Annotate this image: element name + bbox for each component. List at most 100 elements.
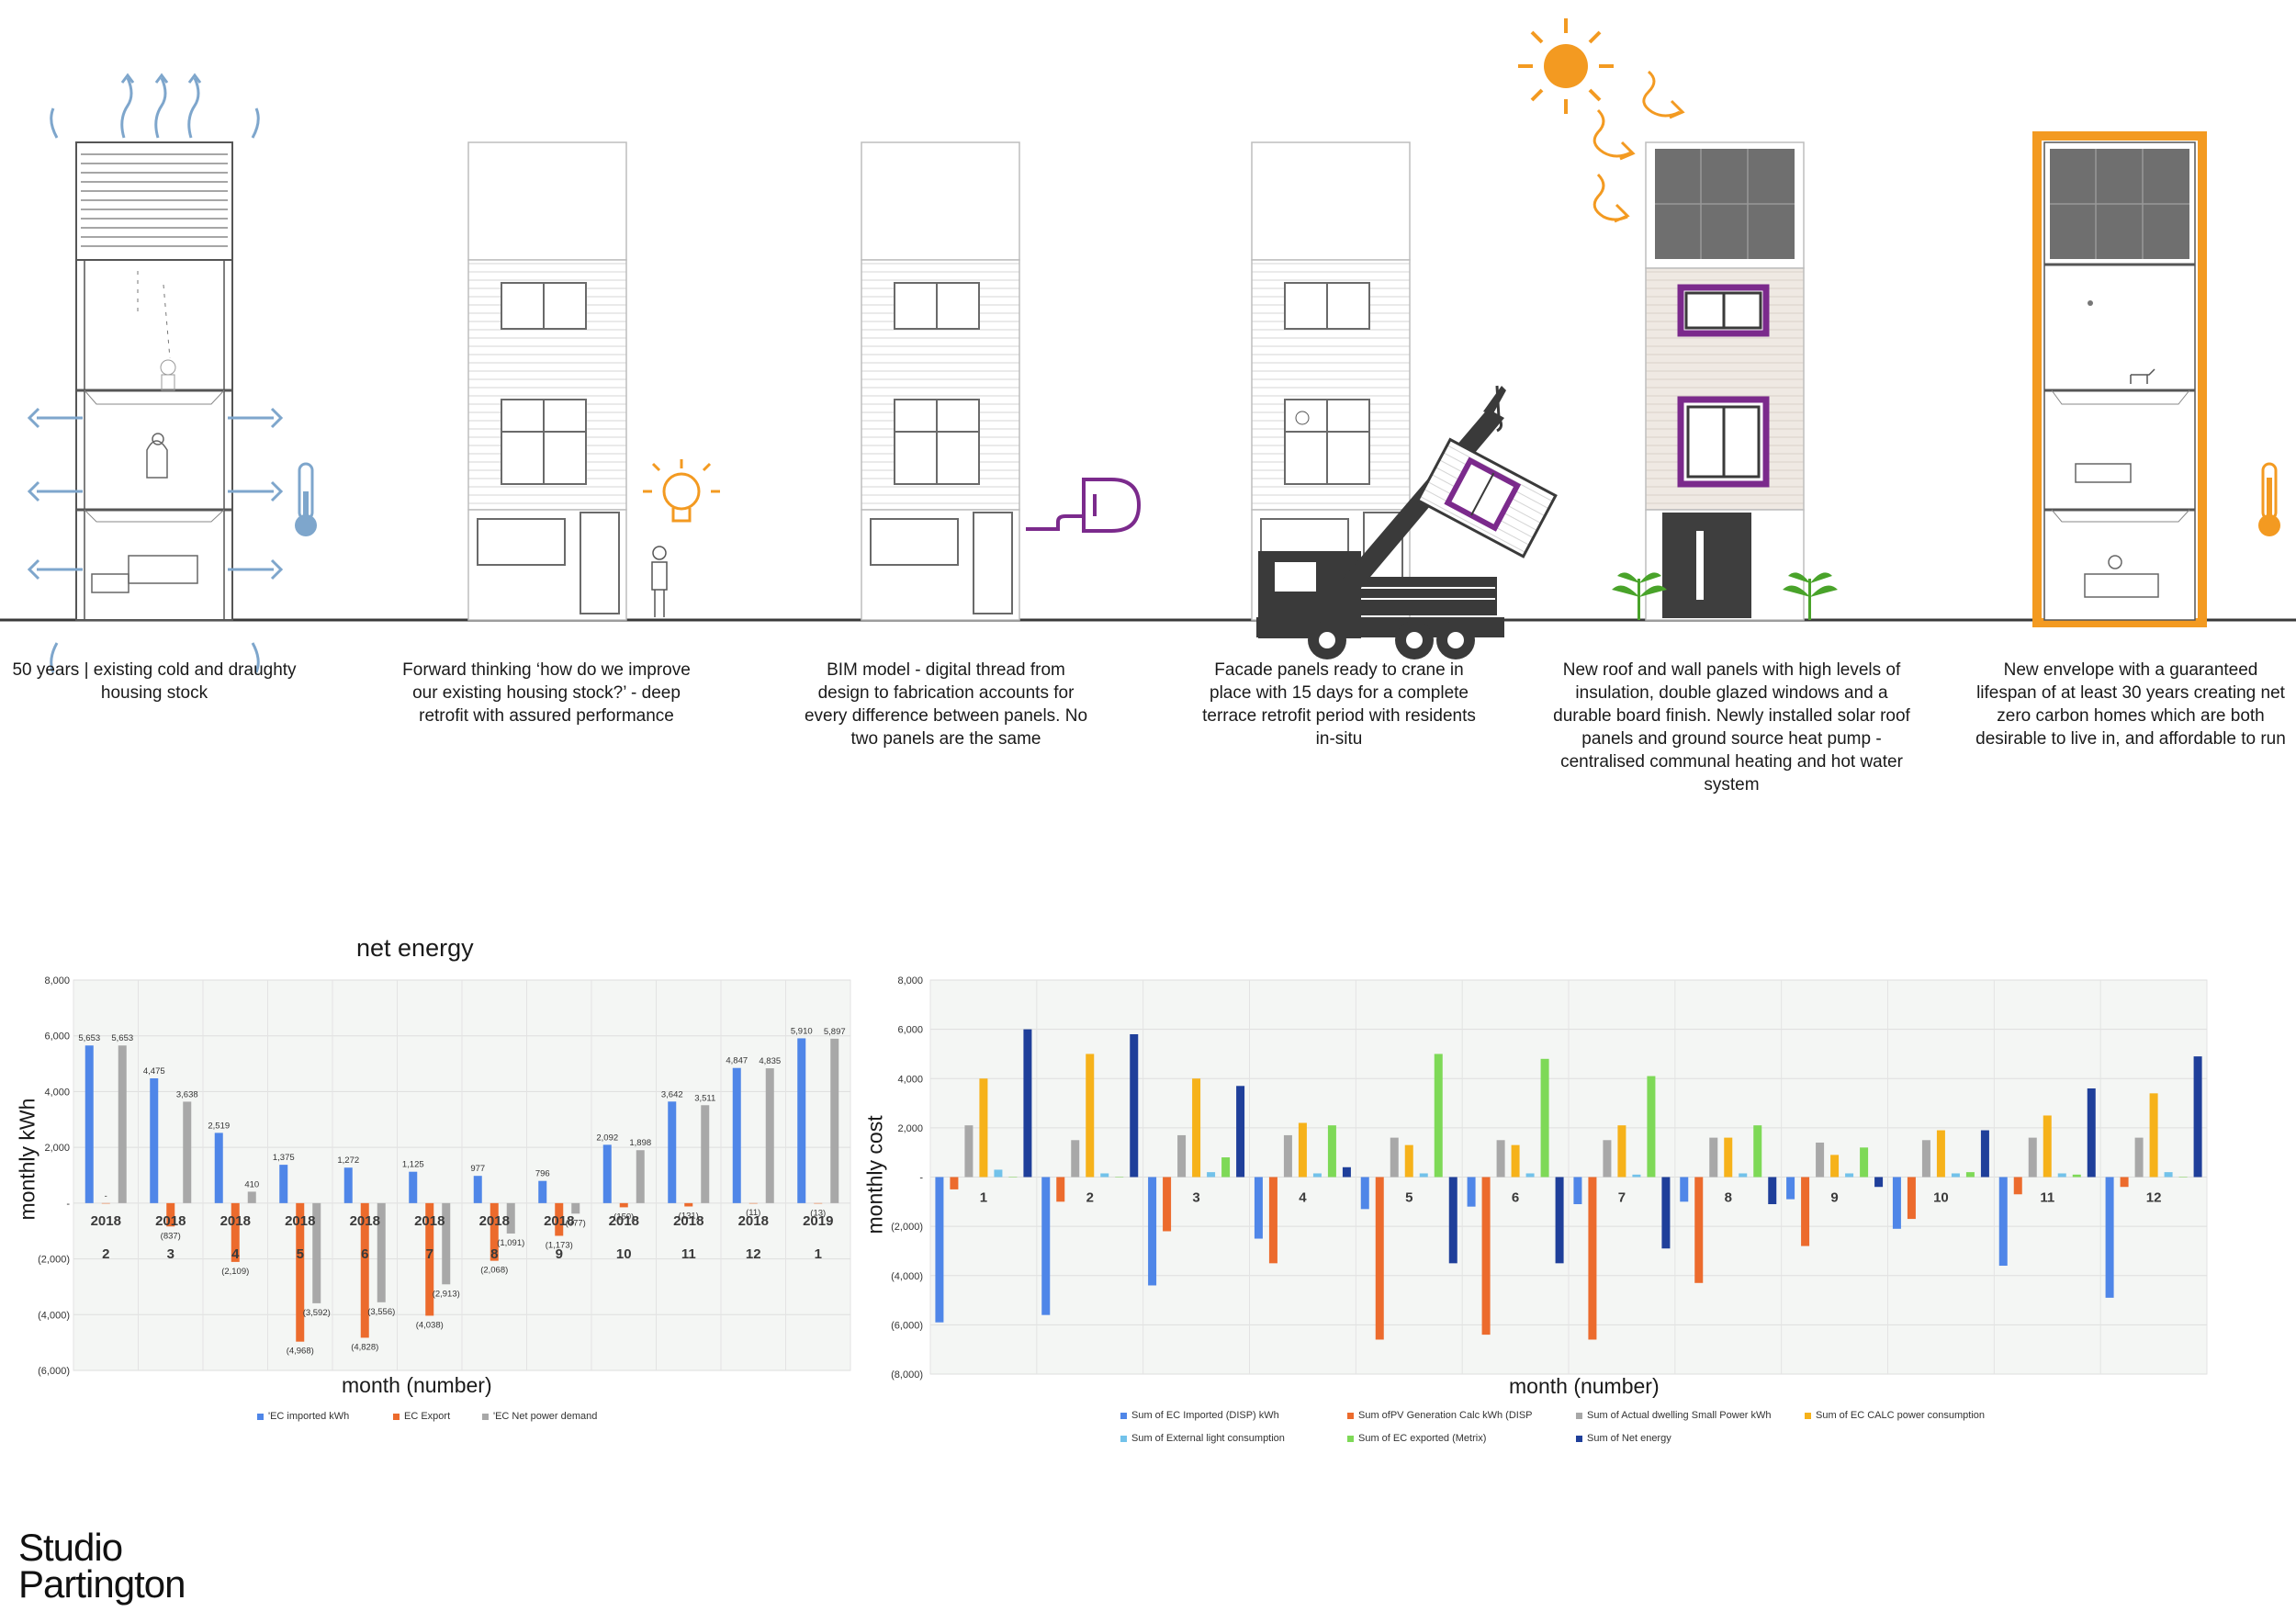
data-label: 977 bbox=[470, 1164, 485, 1174]
x-tick-label: 11 bbox=[681, 1246, 696, 1262]
net-energy-ylabel: monthly kWh bbox=[15, 1098, 39, 1221]
bar bbox=[1573, 1177, 1582, 1204]
bar bbox=[1632, 1174, 1641, 1178]
bar bbox=[490, 1202, 499, 1261]
bar bbox=[1236, 1086, 1245, 1178]
bar bbox=[2072, 1174, 2081, 1178]
bar bbox=[1907, 1177, 1916, 1220]
bar bbox=[1709, 1137, 1718, 1178]
year-label: 2019 bbox=[803, 1213, 833, 1229]
bar bbox=[279, 1165, 288, 1203]
data-label: 5,653 bbox=[78, 1033, 100, 1043]
bar bbox=[1540, 1058, 1549, 1178]
legend-swatch-ec-export bbox=[393, 1413, 400, 1420]
bar bbox=[150, 1078, 159, 1203]
x-tick-label: 2 bbox=[1086, 1190, 1094, 1206]
x-tick-label: 1 bbox=[815, 1246, 822, 1262]
bar bbox=[1816, 1142, 1825, 1178]
data-label: (150) bbox=[613, 1212, 634, 1222]
bar bbox=[1830, 1155, 1840, 1178]
x-tick-label: 3 bbox=[167, 1246, 174, 1262]
x-tick-label: 11 bbox=[2040, 1190, 2054, 1206]
y-tick-label: - bbox=[919, 1173, 923, 1184]
y-tick-label: 2,000 bbox=[897, 1123, 923, 1134]
bar bbox=[1951, 1173, 1960, 1178]
bar bbox=[118, 1045, 127, 1203]
y-tick-label: 4,000 bbox=[897, 1074, 923, 1085]
bar bbox=[555, 1202, 564, 1236]
data-label: 796 bbox=[535, 1169, 550, 1179]
sun-rays-arrows bbox=[1593, 70, 1685, 223]
bar bbox=[2149, 1093, 2158, 1178]
y-tick-label: 4,000 bbox=[44, 1087, 70, 1098]
legend-swatch-small-power bbox=[1576, 1412, 1582, 1419]
bar bbox=[1448, 1177, 1458, 1264]
bar bbox=[1148, 1177, 1157, 1286]
bar bbox=[183, 1101, 192, 1203]
bar bbox=[1100, 1173, 1109, 1178]
bar bbox=[1434, 1054, 1443, 1178]
lightbulb-icon bbox=[643, 459, 720, 523]
bar bbox=[1071, 1140, 1080, 1178]
data-label: (4,968) bbox=[287, 1347, 314, 1357]
year-label: 2018 bbox=[609, 1213, 639, 1229]
year-label: 2018 bbox=[155, 1213, 186, 1229]
data-label: 1,898 bbox=[629, 1138, 651, 1148]
x-tick-label: 4 bbox=[231, 1246, 240, 1262]
bar bbox=[1921, 1140, 1930, 1178]
data-label: (3,592) bbox=[303, 1308, 331, 1318]
brand-line-1: Studio bbox=[18, 1526, 123, 1569]
y-tick-label: 6,000 bbox=[44, 1031, 70, 1043]
legend-swatch-ec-exported bbox=[1347, 1435, 1354, 1442]
caption-stage-3: BIM model - digital thread from design t… bbox=[804, 660, 1088, 749]
bar bbox=[814, 1202, 823, 1204]
data-label: (2,109) bbox=[221, 1267, 249, 1277]
data-label: 2,092 bbox=[596, 1133, 618, 1143]
x-tick-label: 9 bbox=[556, 1246, 563, 1262]
bar bbox=[1786, 1177, 1795, 1200]
year-label: 2018 bbox=[91, 1213, 121, 1229]
x-tick-label: 6 bbox=[361, 1246, 368, 1262]
bar bbox=[1375, 1177, 1384, 1340]
bar bbox=[2013, 1177, 2022, 1195]
bar bbox=[1980, 1130, 1989, 1178]
legend-external-light: Sum of External light consumption bbox=[1131, 1433, 1285, 1444]
data-label: 4,475 bbox=[143, 1066, 165, 1076]
bar bbox=[2134, 1137, 2144, 1178]
data-label: (3,556) bbox=[367, 1307, 395, 1317]
bar bbox=[1768, 1177, 1777, 1204]
bar bbox=[571, 1202, 580, 1214]
data-label: 1,272 bbox=[337, 1155, 359, 1166]
x-tick-label: 7 bbox=[1618, 1190, 1626, 1206]
data-label: (131) bbox=[679, 1212, 699, 1222]
monthly-cost-chart: 8,000 6,000 4,000 2,000 - (2,000) (4,000) (6,00… bbox=[891, 975, 2208, 1381]
bar bbox=[830, 1038, 839, 1203]
bar bbox=[1207, 1172, 1216, 1178]
bar bbox=[1892, 1177, 1901, 1229]
bar bbox=[748, 1202, 758, 1204]
brand-line-2: Partington bbox=[18, 1562, 186, 1606]
data-label: 2,519 bbox=[208, 1121, 230, 1131]
bar bbox=[602, 1144, 612, 1203]
legend-ec-imported: 'EC imported kWh bbox=[268, 1411, 350, 1422]
bar bbox=[1130, 1033, 1139, 1178]
year-label: 2018 bbox=[544, 1213, 574, 1229]
bar bbox=[231, 1202, 240, 1262]
caption-stage-5: New roof and wall panels with high level… bbox=[1553, 660, 1910, 795]
legend-swatch-pv-generation bbox=[1347, 1412, 1354, 1419]
x-tick-label: 1 bbox=[980, 1190, 987, 1206]
y-tick-label: 8,000 bbox=[44, 975, 70, 986]
bar bbox=[701, 1105, 710, 1203]
bar bbox=[506, 1202, 515, 1234]
house-stage-5 bbox=[1645, 141, 1805, 621]
x-tick-label: 5 bbox=[297, 1246, 304, 1262]
bar bbox=[1965, 1172, 1975, 1178]
bar bbox=[1661, 1177, 1671, 1249]
x-tick-label: 12 bbox=[746, 1246, 761, 1262]
legend-ec-net: 'EC Net power demand bbox=[493, 1411, 598, 1422]
bar bbox=[1998, 1177, 2008, 1267]
bar bbox=[2164, 1172, 2173, 1178]
y-tick-label: (6,000) bbox=[38, 1366, 70, 1377]
bar bbox=[1192, 1078, 1201, 1178]
